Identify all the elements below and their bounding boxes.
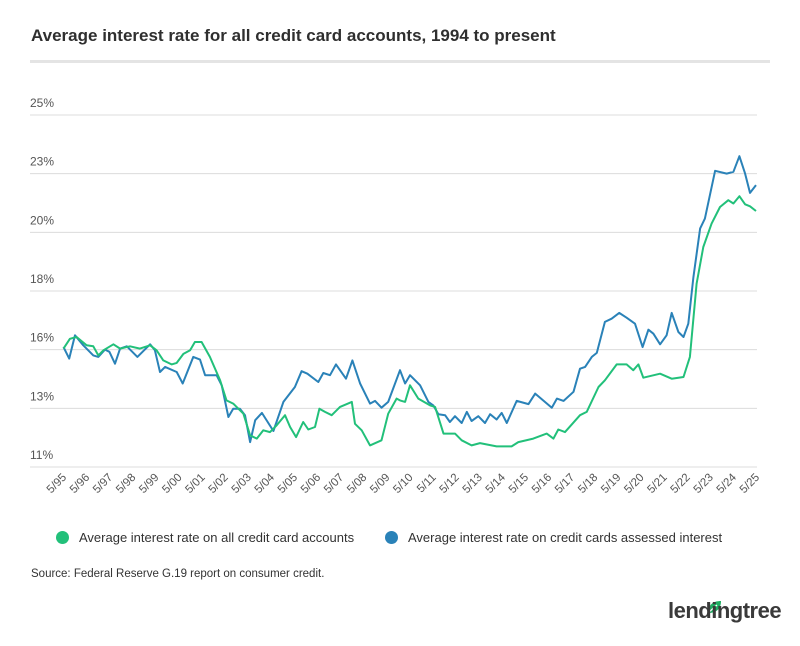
x-tick-label: 5/24 bbox=[715, 471, 740, 496]
x-tick-label: 5/15 bbox=[507, 472, 531, 496]
x-tick-label: 5/99 bbox=[137, 472, 161, 496]
legend-marker-green bbox=[56, 531, 69, 544]
x-tick-label: 5/14 bbox=[484, 471, 509, 496]
legend-label: Average interest rate on all credit card… bbox=[79, 530, 355, 545]
source-note: Source: Federal Reserve G.19 report on c… bbox=[31, 568, 325, 580]
x-tick-label: 5/09 bbox=[368, 472, 392, 496]
x-tick-label: 5/95 bbox=[45, 472, 69, 496]
series-lines bbox=[62, 155, 757, 448]
series-line-all-accounts bbox=[62, 195, 757, 448]
x-tick-label: 5/18 bbox=[576, 472, 600, 496]
series-line-assessed-interest bbox=[62, 155, 757, 444]
x-tick-label: 5/05 bbox=[276, 472, 300, 496]
x-tick-label: 5/97 bbox=[91, 472, 115, 496]
x-tick-label: 5/22 bbox=[669, 472, 693, 496]
legend-item-all-accounts: Average interest rate on all credit card… bbox=[56, 530, 354, 545]
x-tick-label: 5/03 bbox=[230, 472, 254, 496]
x-tick-label: 5/98 bbox=[114, 472, 138, 496]
title-divider bbox=[30, 60, 770, 63]
x-axis-labels: 5/955/965/975/985/995/005/015/025/035/04… bbox=[45, 471, 762, 496]
y-tick-label: 23% bbox=[30, 155, 54, 169]
legend-label: Average interest rate on credit cards as… bbox=[408, 530, 723, 545]
lendingtree-logo: lendingtree bbox=[668, 598, 782, 623]
legend-marker-blue bbox=[385, 531, 398, 544]
leaf-logo-icon bbox=[708, 601, 721, 613]
x-tick-label: 5/96 bbox=[68, 472, 92, 496]
x-tick-label: 5/20 bbox=[622, 472, 646, 496]
gridlines bbox=[30, 114, 757, 468]
legend-item-assessed-interest: Average interest rate on credit cards as… bbox=[385, 530, 722, 545]
y-tick-label: 13% bbox=[30, 389, 54, 403]
x-tick-label: 5/17 bbox=[553, 472, 577, 496]
x-tick-label: 5/00 bbox=[160, 472, 184, 496]
x-tick-label: 5/11 bbox=[415, 472, 439, 496]
x-tick-label: 5/16 bbox=[530, 472, 554, 496]
x-tick-label: 5/21 bbox=[645, 472, 669, 496]
x-tick-label: 5/13 bbox=[461, 472, 485, 496]
y-tick-label: 20% bbox=[30, 213, 54, 227]
x-tick-label: 5/10 bbox=[391, 472, 415, 496]
x-tick-label: 5/04 bbox=[253, 471, 278, 496]
x-tick-label: 5/07 bbox=[322, 472, 346, 496]
x-tick-label: 5/06 bbox=[299, 472, 323, 496]
x-tick-label: 5/01 bbox=[183, 472, 207, 496]
y-tick-label: 25% bbox=[30, 96, 54, 110]
x-tick-label: 5/25 bbox=[738, 472, 762, 496]
y-tick-label: 16% bbox=[30, 331, 54, 345]
x-tick-label: 5/23 bbox=[692, 472, 716, 496]
x-tick-label: 5/12 bbox=[438, 472, 462, 496]
y-tick-label: 18% bbox=[30, 272, 54, 286]
x-tick-label: 5/19 bbox=[599, 472, 623, 496]
x-tick-label: 5/08 bbox=[345, 472, 369, 496]
y-tick-label: 11% bbox=[30, 448, 53, 462]
chart-title: Average interest rate for all credit car… bbox=[31, 26, 556, 45]
x-tick-label: 5/02 bbox=[207, 472, 231, 496]
y-axis-labels: 11% 13% 16% 18% 20% 23% 25% bbox=[30, 96, 54, 462]
